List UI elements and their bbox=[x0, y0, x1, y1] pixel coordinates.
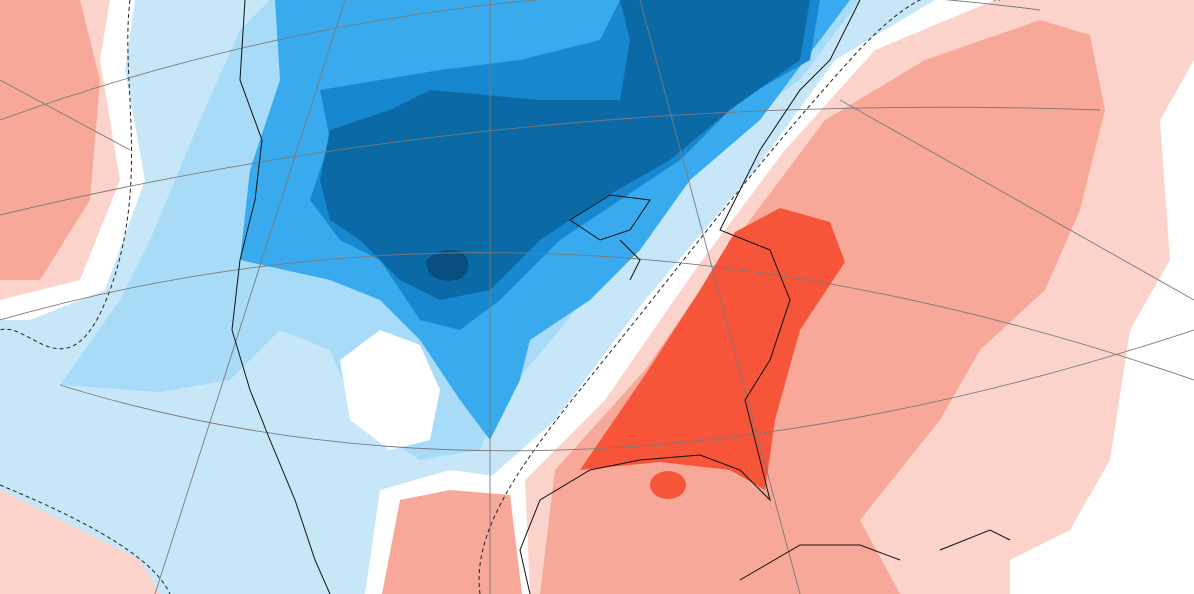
warm-anomaly-strong-gulf bbox=[650, 471, 686, 499]
warm-anomaly-southwest bbox=[0, 490, 160, 594]
graticule-parallel bbox=[0, 106, 1101, 216]
graticule-parallel bbox=[0, 252, 1194, 381]
zero-contour-east bbox=[478, 0, 1000, 594]
coastline-west bbox=[231, 0, 331, 594]
graticule-meridian bbox=[639, 0, 801, 594]
neutral-pocket-plains bbox=[340, 330, 440, 450]
graticule-parallel bbox=[0, 0, 1041, 121]
graticule-meridian bbox=[0, 79, 131, 151]
caribbean-islands bbox=[739, 529, 1011, 581]
warm-anomaly-strong bbox=[580, 208, 845, 490]
coastline-east bbox=[519, 0, 861, 594]
graticule-parallel bbox=[59, 329, 1194, 452]
graticule-meridian bbox=[839, 99, 1194, 301]
cold-anomaly-very-strong bbox=[320, 0, 810, 300]
cold-anomaly-extreme bbox=[425, 249, 469, 281]
great-lakes bbox=[569, 194, 651, 281]
warm-anomaly-mexico bbox=[382, 490, 522, 594]
graticule-meridian bbox=[154, 0, 346, 594]
warm-anomaly-moderate-west bbox=[0, 0, 100, 280]
